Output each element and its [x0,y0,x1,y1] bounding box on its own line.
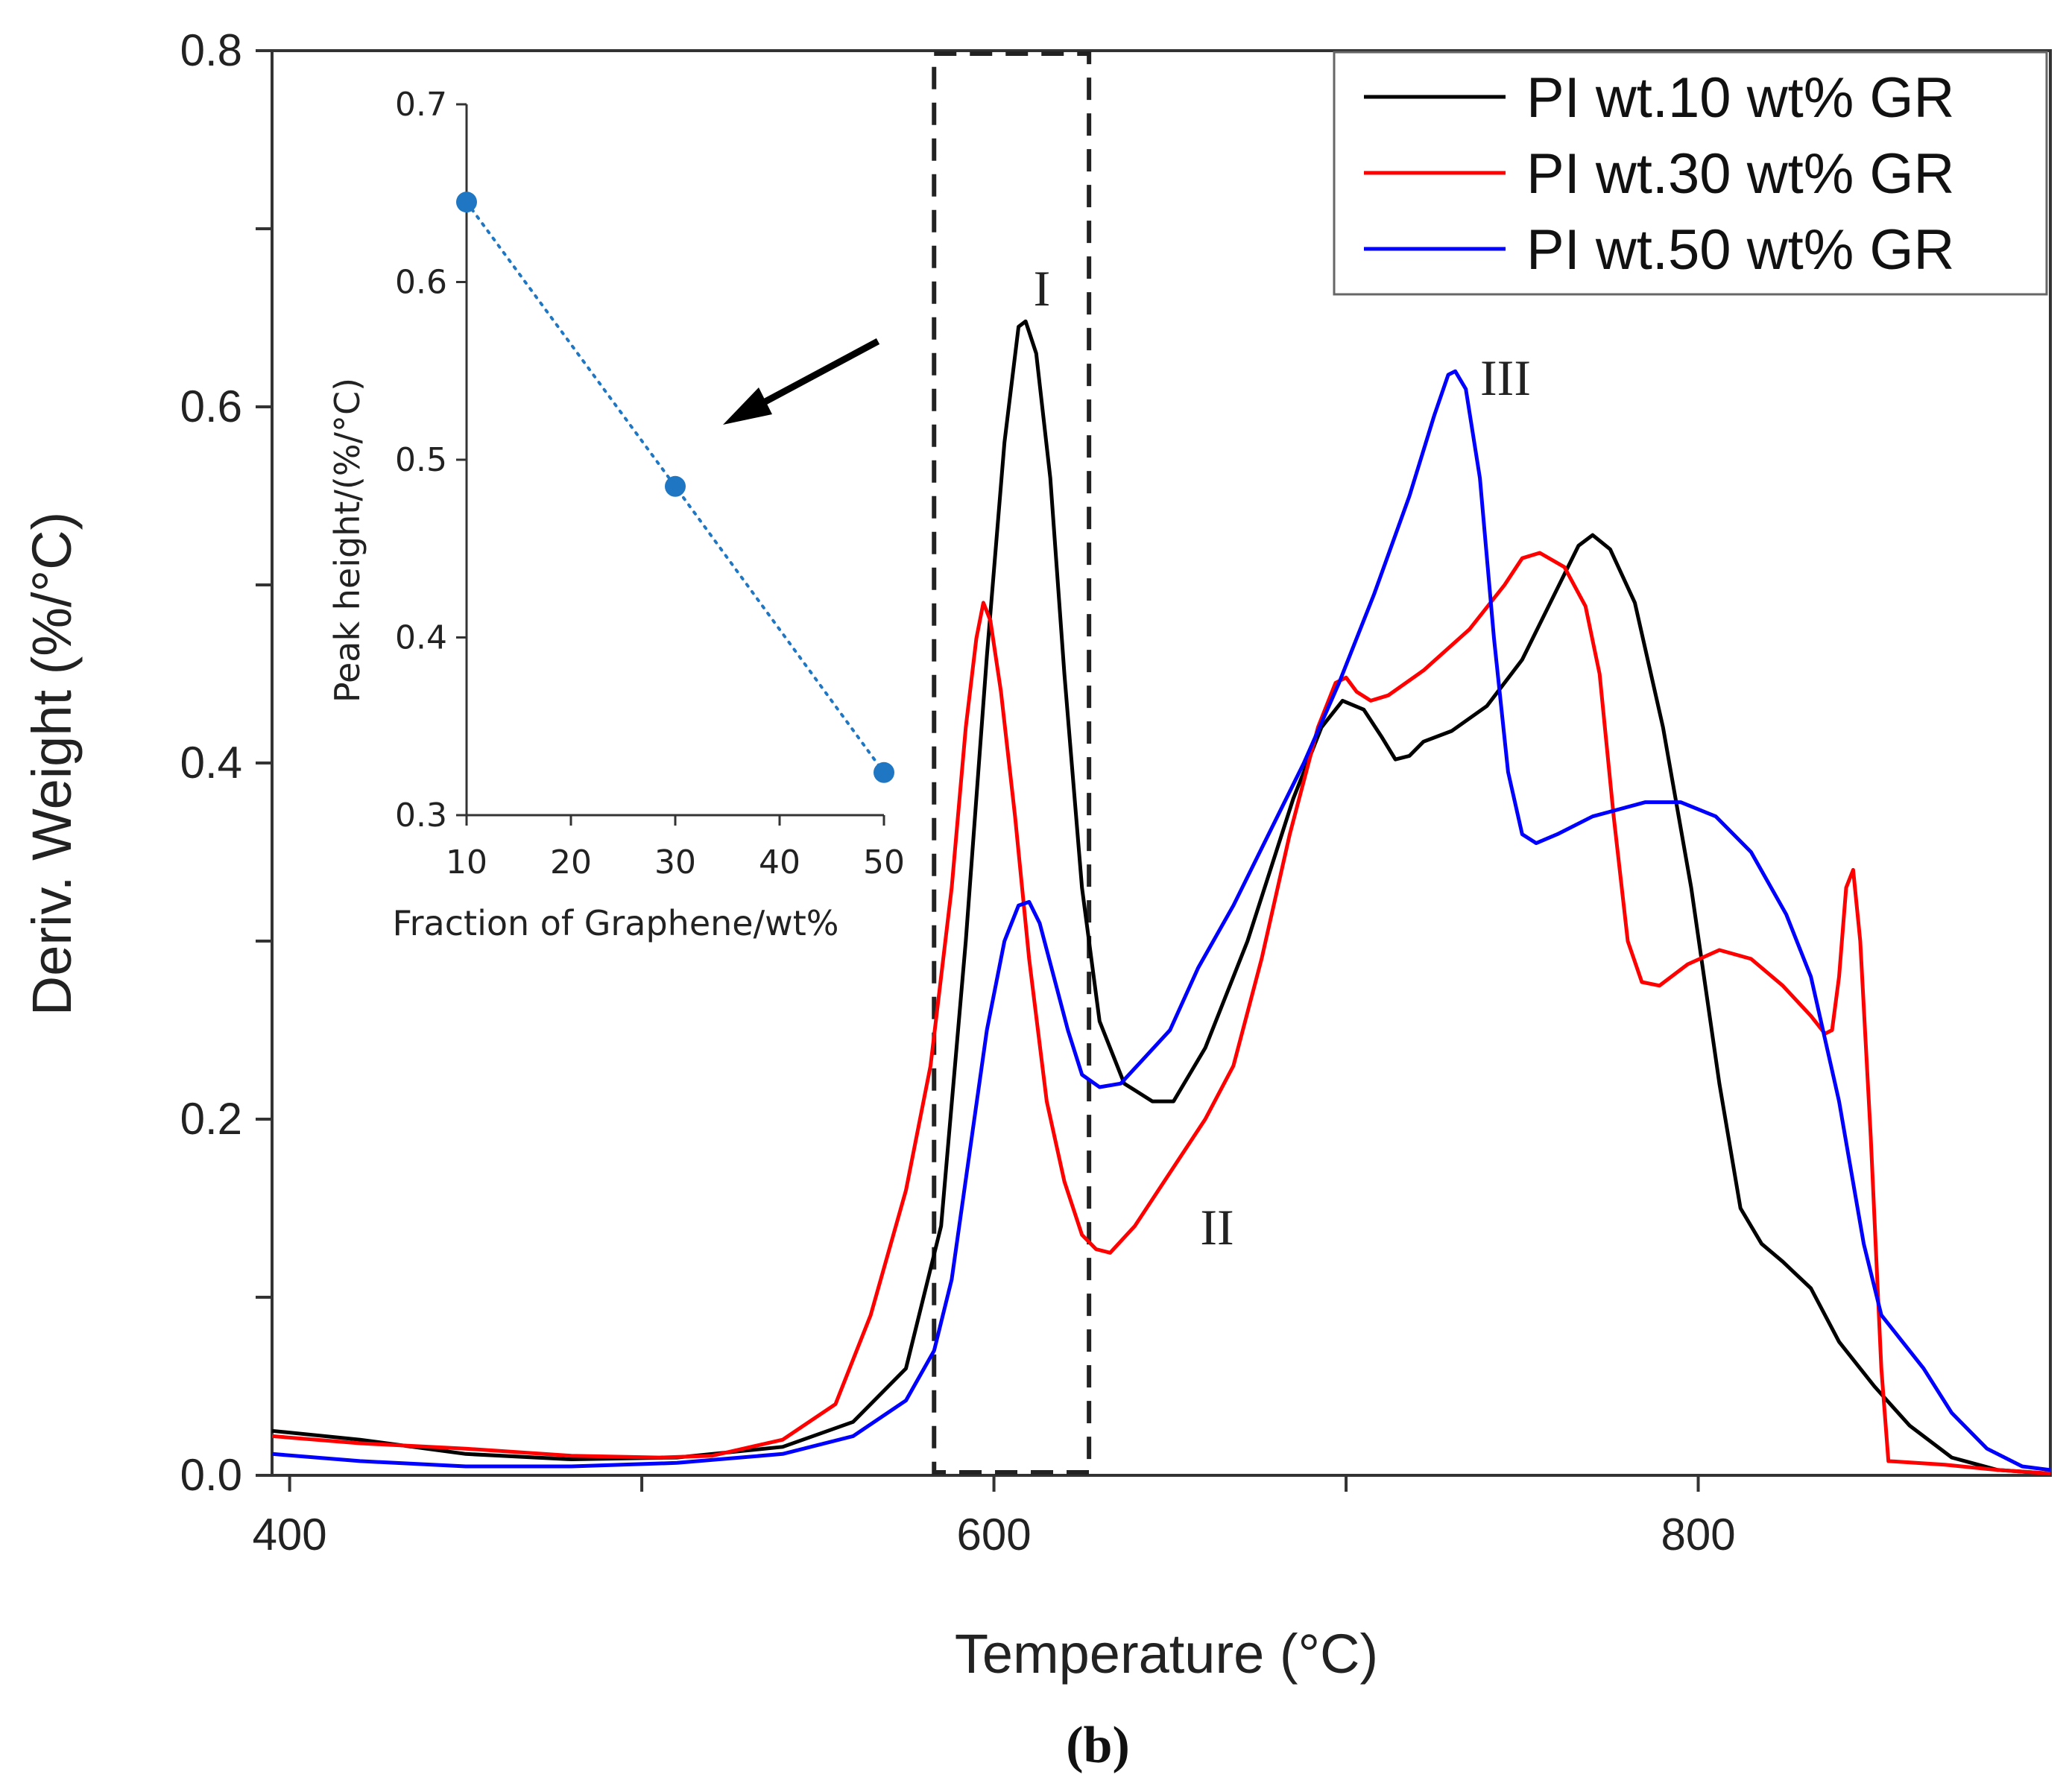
inset-data-point [456,191,477,213]
inset-y-axis-title: Peak height/(%/°C) [327,378,367,703]
series-line-3 [271,369,2051,1472]
y-tick-label: 0.8 [180,25,242,75]
x-tick-label: 600 [957,1510,1032,1560]
inset-y-tick-label: 0.6 [395,264,447,302]
inset-y-tick-label: 0.5 [395,441,447,479]
series-line-2 [271,551,2051,1476]
x-tick-label: 800 [1661,1510,1735,1560]
peak-label-i: I [1034,260,1051,317]
inset-y-tick-label: 0.4 [395,619,447,657]
inset-x-axis-title: Fraction of Graphene/wt% [393,903,839,943]
legend-label-50: PI wt.50 wt% GR [1526,218,1954,282]
inset-x-tick-label: 10 [446,843,487,881]
y-tick-label: 0.0 [180,1450,242,1500]
y-tick-label: 0.2 [180,1094,242,1144]
x-tick-label: 400 [253,1510,327,1560]
y-axis-title: Deriv. Weight (%/°C) [21,512,83,1016]
inset-x-tick-label: 40 [759,843,800,881]
inset-points [456,191,894,783]
inset-x-tick-label: 20 [550,843,592,881]
y-tick-label: 0.6 [180,381,242,431]
series-line-1 [271,319,2051,1476]
inset-data-point [874,762,894,783]
peak-label-iii: III [1480,349,1531,406]
inset-y-tick-label: 0.7 [395,86,447,124]
inset-data-point [665,475,686,497]
inset-chart: 10 20 30 40 50 0.3 0.4 0.5 0.6 0.7 Fraction of Gr… [327,86,905,943]
main-series-lines [271,319,2051,1476]
inset-y-tick-label: 0.3 [395,797,447,835]
panel-label: (b) [1066,1717,1130,1774]
inset-x-tick-label: 50 [863,843,905,881]
dashed-region-box [932,51,1092,1475]
inset-axes: 10 20 30 40 50 0.3 0.4 0.5 0.6 0.7 [395,86,905,881]
legend: PI wt.10 wt% GR PI wt.30 wt% GR PI wt.50… [1333,51,2048,296]
legend-label-10: PI wt.10 wt% GR [1526,66,1954,130]
peak-annotations: I II III [1034,260,1531,1256]
inset-trend-line [465,200,885,774]
inset-source-region [932,51,1092,1475]
main-axis-ticks: 400 600 800 0.0 0.2 0.4 0.6 0.8 [180,25,1736,1560]
inset-x-tick-label: 30 [654,843,696,881]
arrow-to-inset [723,338,880,425]
legend-label-30: PI wt.30 wt% GR [1526,142,1954,206]
y-tick-label: 0.4 [180,738,242,788]
x-axis-title: Temperature (°C) [955,1623,1378,1685]
peak-label-ii: II [1200,1199,1233,1256]
